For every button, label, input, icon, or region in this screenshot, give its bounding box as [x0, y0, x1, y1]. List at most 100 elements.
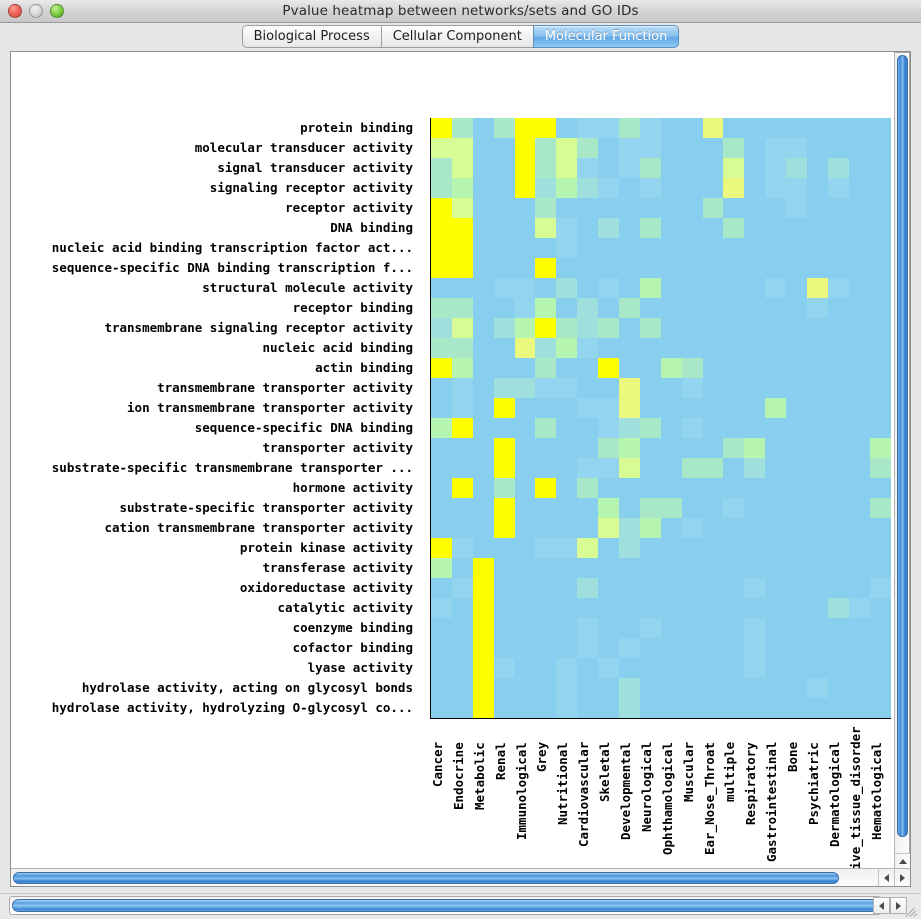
heatmap-cell[interactable] — [556, 238, 578, 258]
heatmap-cell[interactable] — [702, 678, 724, 698]
heatmap-cell[interactable] — [827, 378, 849, 398]
heatmap-cell[interactable] — [827, 318, 849, 338]
heatmap-cell[interactable] — [827, 658, 849, 678]
heatmap-cell[interactable] — [869, 578, 891, 598]
heatmap-cell[interactable] — [598, 318, 620, 338]
heatmap-cell[interactable] — [765, 578, 787, 598]
heatmap-cell[interactable] — [514, 298, 536, 318]
heatmap-cell[interactable] — [619, 678, 640, 698]
heatmap-cell[interactable] — [765, 338, 787, 358]
heatmap-cell[interactable] — [807, 338, 828, 358]
heatmap-cell[interactable] — [765, 298, 787, 318]
heatmap-cell[interactable] — [681, 558, 703, 578]
heatmap-cell[interactable] — [472, 438, 494, 458]
heatmap-cell[interactable] — [514, 218, 536, 238]
heatmap-cell[interactable] — [848, 418, 870, 438]
heatmap-cell[interactable] — [472, 278, 494, 298]
heatmap-cell[interactable] — [639, 478, 661, 498]
heatmap-cell[interactable] — [786, 298, 808, 318]
heatmap-cell[interactable] — [681, 518, 703, 538]
heatmap-cell[interactable] — [535, 278, 557, 298]
heatmap-cell[interactable] — [869, 158, 891, 178]
heatmap-cell[interactable] — [660, 158, 682, 178]
heatmap-cell[interactable] — [848, 298, 870, 318]
heatmap-cell[interactable] — [639, 278, 661, 298]
heatmap-cell[interactable] — [535, 298, 557, 318]
heatmap-cell[interactable] — [598, 438, 620, 458]
heatmap-cell[interactable] — [639, 658, 661, 678]
heatmap-cell[interactable] — [723, 678, 745, 698]
heatmap-cell[interactable] — [744, 378, 766, 398]
heatmap-cell[interactable] — [431, 398, 452, 418]
heatmap-cell[interactable] — [723, 418, 745, 438]
heatmap-cell[interactable] — [786, 658, 808, 678]
heatmap-cell[interactable] — [472, 458, 494, 478]
heatmap-cell[interactable] — [786, 318, 808, 338]
heatmap-cell[interactable] — [639, 698, 661, 718]
heatmap-cell[interactable] — [514, 238, 536, 258]
heatmap-cell[interactable] — [472, 158, 494, 178]
heatmap-cell[interactable] — [598, 258, 620, 278]
heatmap-cell[interactable] — [807, 178, 828, 198]
heatmap-cell[interactable] — [807, 638, 828, 658]
heatmap-cell[interactable] — [472, 178, 494, 198]
heatmap-cell[interactable] — [598, 598, 620, 618]
heatmap-cell[interactable] — [577, 438, 599, 458]
heatmap-cell[interactable] — [723, 538, 745, 558]
heatmap-cell[interactable] — [807, 618, 828, 638]
heatmap-cell[interactable] — [786, 478, 808, 498]
heatmap-cell[interactable] — [869, 298, 891, 318]
heatmap-cell[interactable] — [577, 378, 599, 398]
heatmap-cell[interactable] — [431, 458, 452, 478]
heatmap-cell[interactable] — [472, 418, 494, 438]
heatmap-cell[interactable] — [472, 538, 494, 558]
heatmap-cell[interactable] — [431, 198, 452, 218]
heatmap-cell[interactable] — [514, 478, 536, 498]
heatmap-cell[interactable] — [723, 438, 745, 458]
heatmap-cell[interactable] — [451, 278, 473, 298]
heatmap-cell[interactable] — [702, 398, 724, 418]
heatmap-cell[interactable] — [702, 178, 724, 198]
heatmap-cell[interactable] — [827, 538, 849, 558]
heatmap-cell[interactable] — [639, 578, 661, 598]
heatmap-cell[interactable] — [619, 398, 640, 418]
heatmap-cell[interactable] — [493, 498, 515, 518]
heatmap-cell[interactable] — [619, 338, 640, 358]
heatmap-cell[interactable] — [786, 338, 808, 358]
heatmap-cell[interactable] — [848, 338, 870, 358]
heatmap-cell[interactable] — [723, 558, 745, 578]
heatmap-cell[interactable] — [493, 698, 515, 718]
heatmap-cell[interactable] — [702, 158, 724, 178]
heatmap-cell[interactable] — [577, 478, 599, 498]
heatmap-cell[interactable] — [598, 638, 620, 658]
heatmap-cell[interactable] — [702, 558, 724, 578]
heatmap-cell[interactable] — [848, 558, 870, 578]
heatmap-cell[interactable] — [619, 438, 640, 458]
heatmap-cell[interactable] — [493, 478, 515, 498]
heatmap-cell[interactable] — [472, 698, 494, 718]
heatmap-cell[interactable] — [869, 478, 891, 498]
heatmap-cell[interactable] — [744, 598, 766, 618]
heatmap-cell[interactable] — [807, 278, 828, 298]
heatmap-cell[interactable] — [744, 318, 766, 338]
heatmap-cell[interactable] — [619, 538, 640, 558]
heatmap-cell[interactable] — [639, 338, 661, 358]
heatmap-cell[interactable] — [660, 418, 682, 438]
tab-molecular-function[interactable]: Molecular Function — [532, 25, 680, 48]
heatmap-cell[interactable] — [786, 158, 808, 178]
heatmap-cell[interactable] — [869, 458, 891, 478]
heatmap-cell[interactable] — [702, 358, 724, 378]
heatmap-cell[interactable] — [765, 258, 787, 278]
heatmap-cell[interactable] — [827, 578, 849, 598]
heatmap-cell[interactable] — [451, 158, 473, 178]
heatmap-cell[interactable] — [765, 498, 787, 518]
heatmap-cell[interactable] — [660, 498, 682, 518]
heatmap-cell[interactable] — [619, 158, 640, 178]
heatmap-cell[interactable] — [848, 618, 870, 638]
heatmap-cell[interactable] — [451, 418, 473, 438]
heatmap-cell[interactable] — [827, 178, 849, 198]
heatmap-cell[interactable] — [786, 178, 808, 198]
heatmap-cell[interactable] — [765, 658, 787, 678]
heatmap-cell[interactable] — [681, 318, 703, 338]
heatmap-cell[interactable] — [639, 158, 661, 178]
